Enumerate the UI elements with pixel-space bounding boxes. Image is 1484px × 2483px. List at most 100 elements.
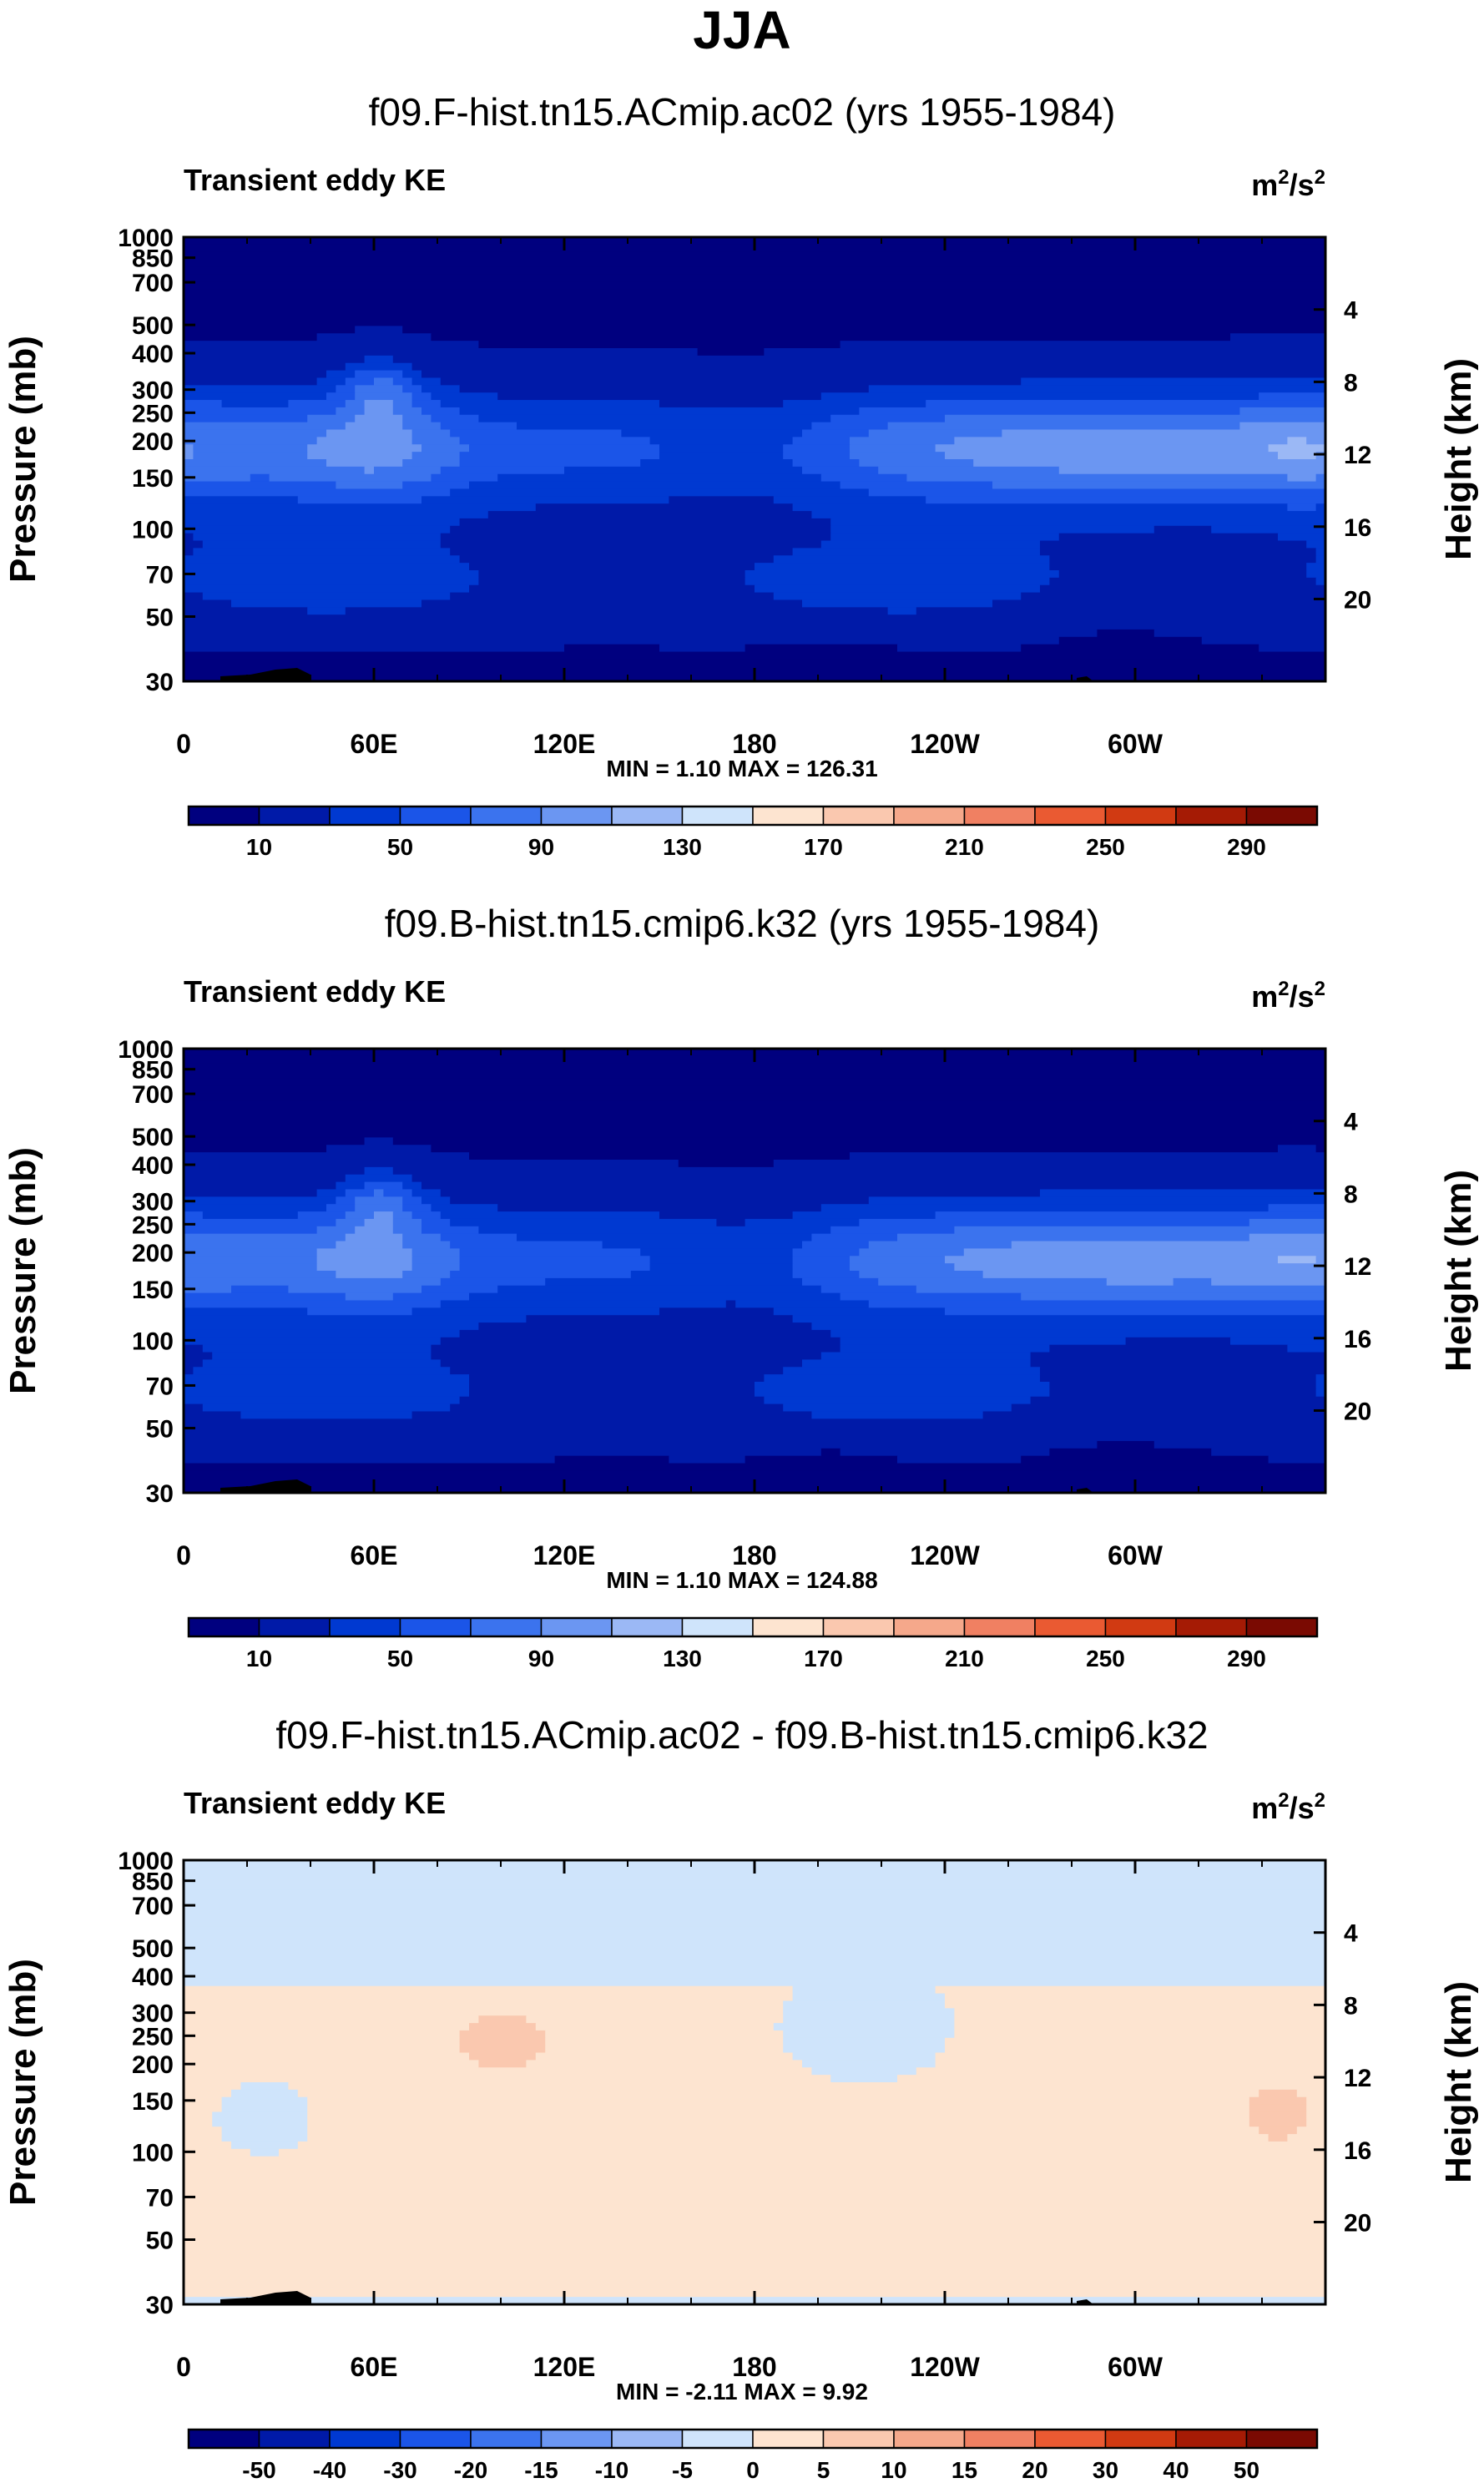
y-tick-label: 500 [132,312,174,340]
contour-cell [184,2148,251,2157]
contour-cell [868,385,1326,393]
contour-cell [184,1130,1326,1138]
contour-cell [383,1189,413,1197]
contour-cell [421,1226,479,1235]
contour-cell [336,1181,366,1191]
contour-cell [745,1455,898,1464]
x-tick-label: 120W [910,2352,980,2382]
contour-cell [659,1307,775,1316]
contour-cell [231,1285,289,1294]
contour-cell [773,592,1022,601]
colorbar-label: 30 [1093,2457,1118,2483]
colorbar-label: 290 [1227,834,1266,860]
contour-cell [184,266,1326,275]
contour-cell [1249,1218,1326,1227]
contour-cell [184,1448,822,1457]
contour-cell [184,1204,327,1212]
contour-cell [820,1448,841,1457]
contour-cell [811,1411,984,1419]
contour-cell [184,622,1326,630]
contour-cell [783,400,926,408]
contour-cell [392,400,413,408]
contour-cell [497,1204,822,1212]
contour-cell [764,1374,1041,1383]
contour-cell [811,1233,898,1242]
contour-cell [802,599,993,608]
x-tick-label: 60E [351,2352,398,2382]
contour-cell [336,407,366,416]
contour-cell [355,370,403,379]
contour-cell [945,2037,1326,2046]
contour-cell [364,466,375,475]
contour-cell [1097,1440,1155,1449]
units-label: m2/s2 [1251,1789,1325,1825]
panel-2: f09.B-hist.tn15.cmip6.k32 (yrs 1955-1984… [3,902,1479,1671]
colorbar-box [258,1617,331,1637]
contour-cell [1040,584,1326,594]
contour-cell [184,2245,1326,2253]
contour-cell [1106,1277,1174,1287]
colorbar-label: 170 [804,834,843,860]
y-tick-label: 850 [132,1869,174,1896]
contour-cell [184,1964,1326,1972]
contour-cell [954,437,1288,445]
y-axis-label: Pressure (mb) [3,1959,43,2206]
contour-cell [649,1256,794,1264]
panel-1: f09.F-hist.tn15.ACmip.ac02 (yrs 1955-198… [3,90,1479,860]
contour-cell [184,2037,461,2046]
contour-cell [945,1307,1326,1316]
contour-cell [1049,577,1317,586]
contour-cell [859,407,1240,416]
contour-cell [193,533,442,542]
contour-cell [184,289,1326,297]
contour-cell [1306,540,1326,549]
contour-cell [1259,2089,1298,2098]
contour-cell [184,2045,461,2054]
contour-cell [469,444,660,453]
contour-cell [184,303,1326,312]
contour-cell [459,518,831,527]
contour-cell [184,1100,1326,1109]
contour-cell [450,548,794,556]
contour-cell [184,1455,556,1464]
contour-cell [326,1145,432,1153]
colorbar-box [893,2429,966,2449]
contour-cell [850,1256,946,1264]
contour-cell [184,1166,366,1176]
contour-cell [1049,555,1317,564]
contour-cell [478,570,746,579]
contour-cell [392,1137,1326,1145]
contour-cell [1315,548,1326,556]
y-tick-label: 400 [132,1152,174,1180]
min-max-stats: MIN = 1.10 MAX = 126.31 [606,756,877,781]
colorbar-label: -30 [383,2457,416,2483]
contour-cell [802,466,879,475]
contour-cell [830,1226,955,1235]
colorbar-label: 15 [951,2457,977,2483]
contour-cell [402,459,461,468]
contour-cell [184,2008,784,2016]
contour-cell [630,1271,794,1279]
contour-cell [184,1874,1326,1884]
contour-cell [802,1359,1032,1368]
contour-cell [1040,1367,1326,1375]
y-tick-label: 200 [132,1240,174,1267]
contour-cell [184,2238,1326,2246]
contour-cell [374,1189,384,1197]
contour-cell [1230,333,1326,341]
contour-cell [355,392,413,401]
topography [220,2291,310,2304]
y2-tick-label: 20 [1344,2209,1371,2237]
contour-cell [202,1359,442,1368]
contour-cell [450,1271,632,1279]
contour-cell [184,2193,1326,2202]
contour-cell [355,1196,403,1205]
contour-cell [1153,1440,1326,1449]
contour-cell [1049,1448,1212,1457]
contour-cell [307,2119,1250,2127]
colorbar-box [752,806,825,826]
contour-cell [792,459,860,468]
contour-cell [184,1085,1326,1094]
contour-cell [459,1256,651,1264]
contour-cell [887,422,1240,431]
